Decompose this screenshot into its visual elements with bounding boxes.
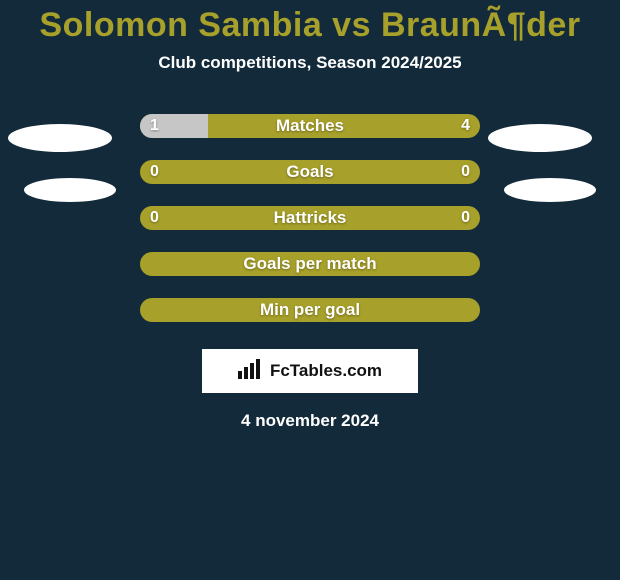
- decorative-ellipse: [488, 124, 592, 152]
- stat-label: Goals per match: [140, 254, 480, 274]
- page-title: Solomon Sambia vs BraunÃ¶der: [0, 0, 620, 45]
- date-text: 4 november 2024: [0, 411, 620, 431]
- stat-value-left: 0: [150, 209, 159, 227]
- comparison-infographic: Solomon Sambia vs BraunÃ¶der Club compet…: [0, 0, 620, 580]
- stat-row: Min per goal: [0, 287, 620, 333]
- stat-value-left: 0: [150, 163, 159, 181]
- stat-value-right: 4: [461, 117, 470, 135]
- stat-bar: Matches14: [140, 114, 480, 138]
- stat-label: Goals: [140, 162, 480, 182]
- decorative-ellipse: [24, 178, 116, 202]
- stat-bar: Goals0 0: [140, 160, 480, 184]
- subtitle: Club competitions, Season 2024/2025: [0, 53, 620, 73]
- stat-value-right: 0: [461, 209, 470, 227]
- stat-row: Hattricks0 0: [0, 195, 620, 241]
- stat-bar: Hattricks0 0: [140, 206, 480, 230]
- stat-bar: Goals per match: [140, 252, 480, 276]
- stat-label: Min per goal: [140, 300, 480, 320]
- stat-value-left: 1: [150, 117, 159, 135]
- stat-label: Hattricks: [140, 208, 480, 228]
- stat-bar: Min per goal: [140, 298, 480, 322]
- source-badge: FcTables.com: [202, 349, 418, 393]
- stat-value-right: 0: [461, 163, 470, 181]
- bars-icon: [238, 359, 262, 384]
- stat-row: Goals per match: [0, 241, 620, 287]
- badge-text: FcTables.com: [270, 361, 382, 381]
- decorative-ellipse: [504, 178, 596, 202]
- decorative-ellipse: [8, 124, 112, 152]
